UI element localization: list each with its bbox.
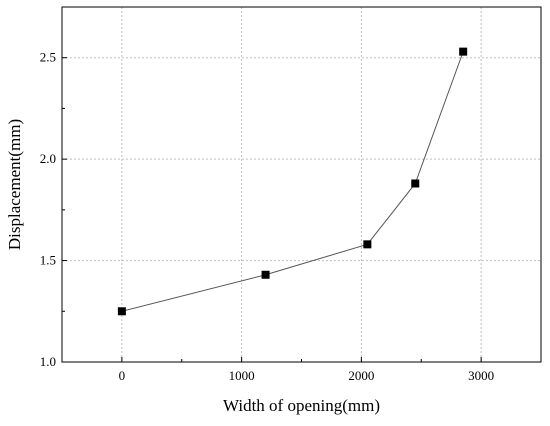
y-tick-label: 1.0 <box>40 354 56 369</box>
x-axis-label: Width of opening(mm) <box>223 396 380 415</box>
grid-lines <box>62 7 541 362</box>
y-tick-labels: 1.0 1.5 2.0 2.5 <box>40 50 56 369</box>
data-point-marker <box>363 240 372 249</box>
axis-ticks <box>61 6 542 363</box>
y-tick-label: 2.0 <box>40 151 56 166</box>
y-tick-label: 2.5 <box>40 50 56 65</box>
x-tick-label: 2000 <box>348 368 374 383</box>
x-tick-label: 1000 <box>229 368 255 383</box>
y-tick-label: 1.5 <box>40 253 56 268</box>
data-point-marker <box>261 270 270 279</box>
x-tick-label: 3000 <box>468 368 494 383</box>
data-markers <box>117 47 468 316</box>
x-tick-label: 0 <box>119 368 126 383</box>
data-point-marker <box>117 307 126 316</box>
data-point-marker <box>411 179 420 188</box>
data-point-marker <box>459 47 468 56</box>
x-tick-labels: 0 1000 2000 3000 <box>119 368 495 383</box>
y-axis-label: Displacement(mm) <box>5 119 24 250</box>
